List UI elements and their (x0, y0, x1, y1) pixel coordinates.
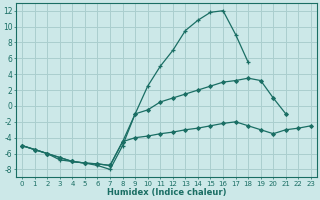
X-axis label: Humidex (Indice chaleur): Humidex (Indice chaleur) (107, 188, 226, 197)
